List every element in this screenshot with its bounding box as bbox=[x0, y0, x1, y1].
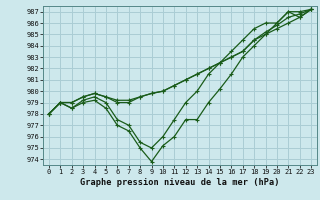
X-axis label: Graphe pression niveau de la mer (hPa): Graphe pression niveau de la mer (hPa) bbox=[80, 178, 280, 187]
